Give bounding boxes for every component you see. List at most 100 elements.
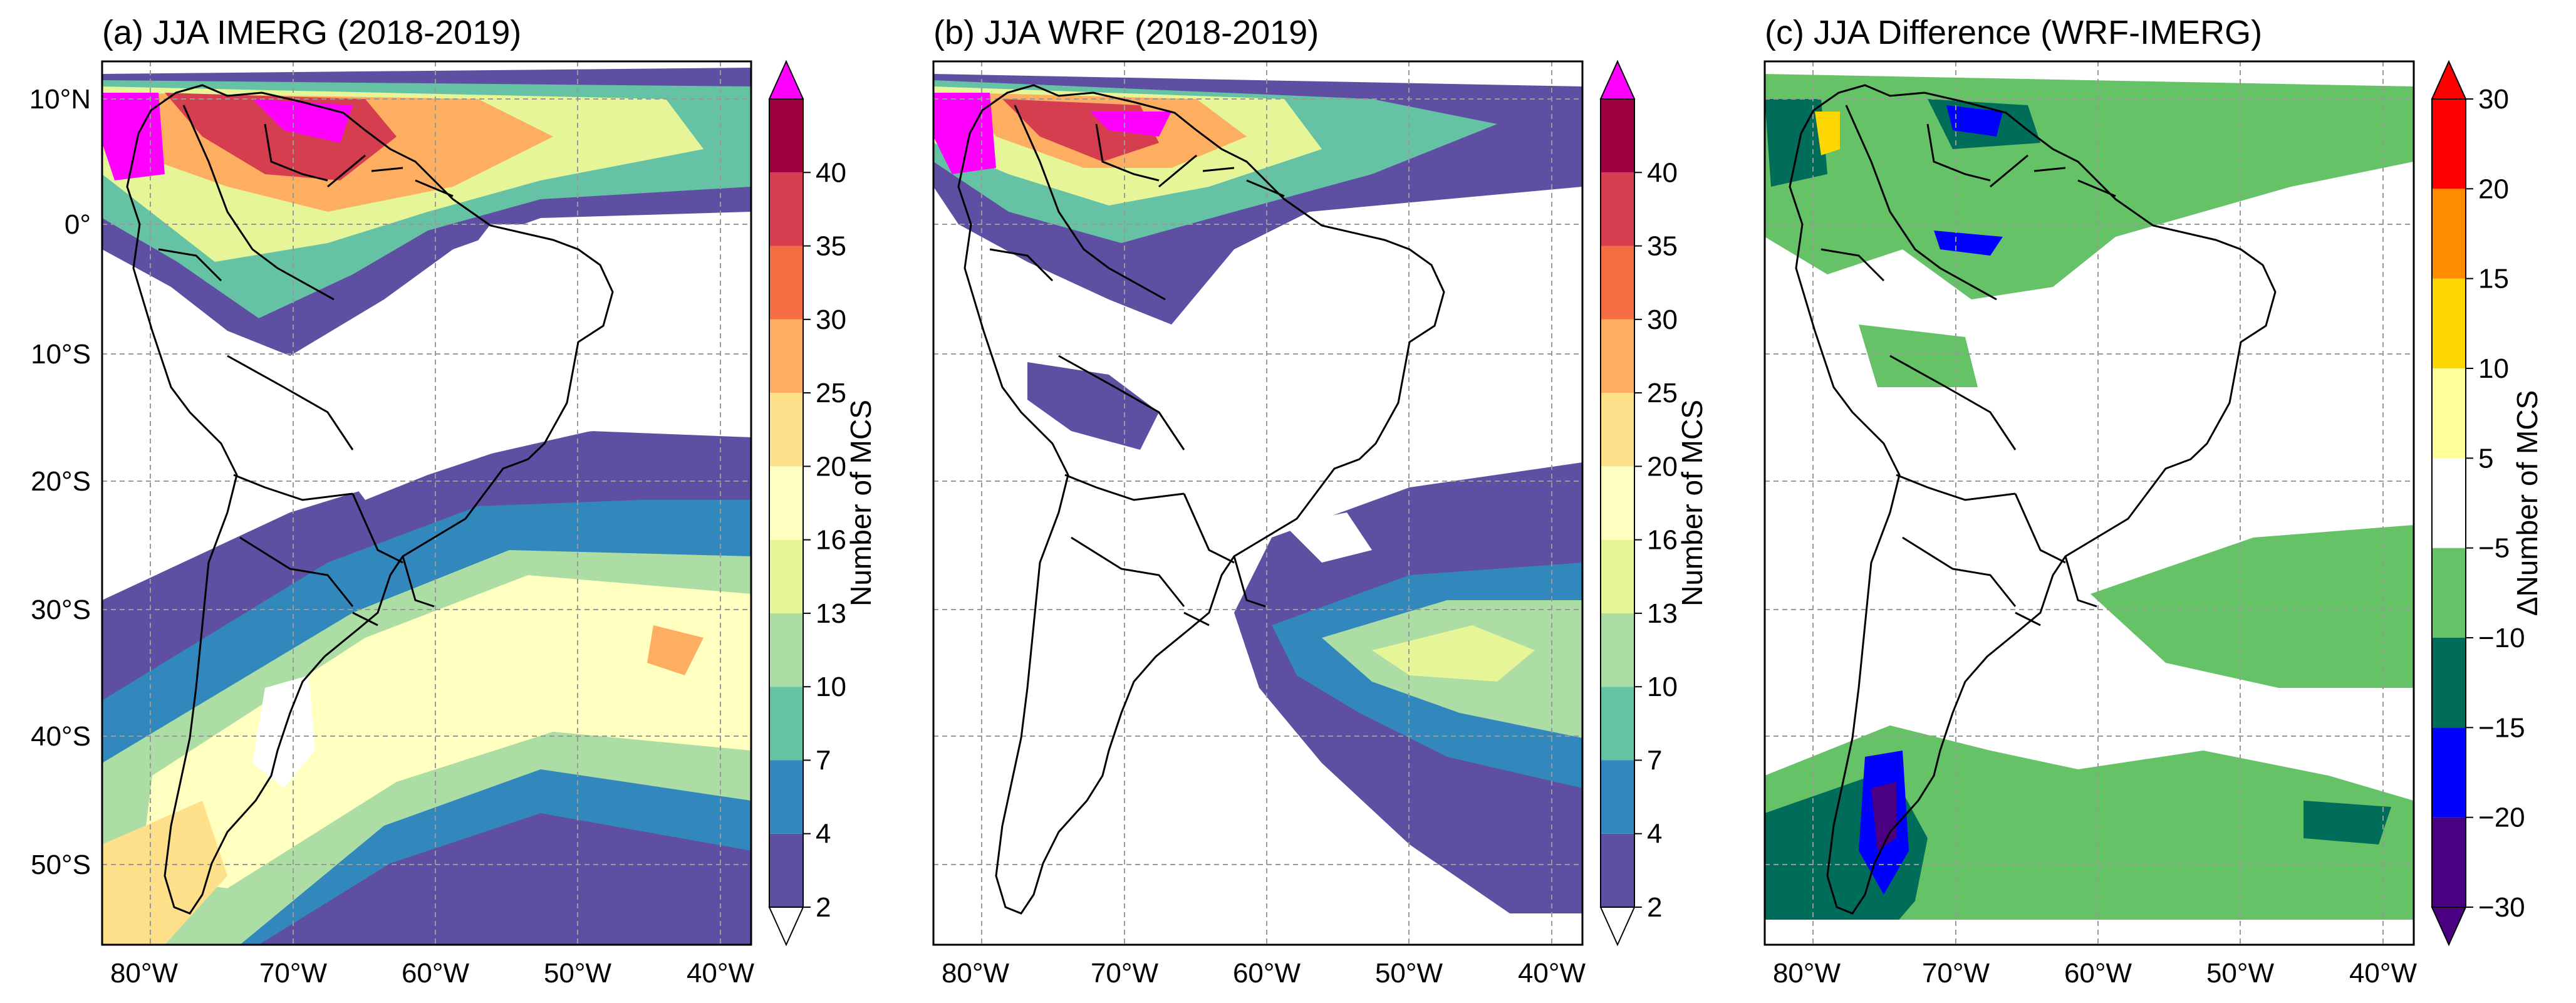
colorbar-tick-label: 13 bbox=[1647, 598, 1678, 629]
colorbar-tick-label: 4 bbox=[816, 819, 831, 850]
colorbar-tick-label: 30 bbox=[1647, 304, 1678, 335]
lat-tick-label: 40°S bbox=[31, 721, 91, 752]
colorbar-label: Number of MCS bbox=[1676, 400, 1708, 606]
colorbar-segment bbox=[2432, 278, 2466, 368]
colorbar-tick-label: 13 bbox=[816, 598, 846, 629]
lon-tick-label: 70°W bbox=[1922, 958, 1990, 989]
colorbar-tick-label: 35 bbox=[1647, 231, 1678, 262]
panel-a-title: (a) JJA IMERG (2018-2019) bbox=[102, 14, 521, 51]
colorbar-segment bbox=[1601, 172, 1634, 246]
colorbar-segment bbox=[1601, 393, 1634, 467]
colorbar-tick-label: 20 bbox=[2478, 174, 2509, 204]
lon-tick-label: 40°W bbox=[2349, 958, 2418, 989]
lon-tick-label: 40°W bbox=[687, 958, 755, 989]
colorbar-tick-label: 4 bbox=[1647, 819, 1662, 850]
colorbar-extend-low bbox=[2431, 907, 2467, 947]
colorbar-a: 2 4 7 10 13 16 20 25 30 35 40 Number of MCS bbox=[768, 60, 877, 947]
colorbar-tick-label: 2 bbox=[816, 892, 831, 923]
colorbar-tick-label: 16 bbox=[1647, 525, 1678, 556]
colorbar-segment bbox=[769, 246, 803, 320]
colorbar-extend-low bbox=[768, 907, 804, 947]
colorbar-b: 2 4 7 10 13 16 20 25 30 35 40 Number of MCS bbox=[1599, 60, 1708, 947]
colorbar-segment bbox=[2432, 458, 2466, 548]
colorbar-tick-label: 15 bbox=[2478, 264, 2509, 294]
colorbar-segment bbox=[1601, 760, 1634, 834]
panel-a-map bbox=[102, 61, 751, 945]
colorbar-extend-high bbox=[2431, 60, 2467, 100]
lon-tick-label: 50°W bbox=[2206, 958, 2275, 989]
colorbar-segment bbox=[1601, 687, 1634, 761]
colorbar-segment bbox=[2432, 99, 2466, 189]
lon-tick-label: 70°W bbox=[1091, 958, 1159, 989]
colorbar-segment bbox=[2432, 638, 2466, 728]
lat-tick-label: 0° bbox=[65, 209, 91, 240]
lat-tick-label: 10°N bbox=[29, 84, 91, 115]
colorbar-tick-label: 25 bbox=[1647, 378, 1678, 408]
colorbar-tick-label: 16 bbox=[816, 525, 846, 556]
lon-tick-label: 80°W bbox=[110, 958, 179, 989]
colorbar-segment bbox=[769, 760, 803, 834]
colorbar-tick-label: 10 bbox=[816, 672, 846, 702]
colorbar-label: ΔNumber of MCS bbox=[2511, 390, 2543, 616]
lon-tick-label: 60°W bbox=[2064, 958, 2132, 989]
panel-a: (a) JJA IMERG (2018-2019) bbox=[29, 14, 755, 989]
colorbar-tick-label: −20 bbox=[2478, 803, 2525, 833]
colorbar-tick-label: 5 bbox=[2478, 443, 2493, 474]
colorbar-segment bbox=[1601, 833, 1634, 907]
colorbar-frame bbox=[2431, 98, 2466, 908]
colorbar-frame bbox=[1600, 98, 1635, 908]
colorbar-segment bbox=[769, 687, 803, 761]
colorbar-tick-label: 25 bbox=[816, 378, 846, 408]
colorbar-segment bbox=[769, 393, 803, 467]
panel-c-map bbox=[1765, 61, 2414, 945]
colorbar-tick-label: 20 bbox=[816, 451, 846, 482]
lat-tick-label: 30°S bbox=[31, 595, 91, 625]
lon-tick-label: 80°W bbox=[942, 958, 1010, 989]
colorbar-tick-label: −10 bbox=[2478, 623, 2525, 653]
colorbar-tick-label: 7 bbox=[816, 745, 831, 776]
colorbar-tick-label: 10 bbox=[2478, 353, 2509, 384]
colorbar-tick-label: 10 bbox=[1647, 672, 1678, 702]
colorbar-extend-low bbox=[1599, 907, 1636, 947]
colorbar-segment bbox=[1601, 246, 1634, 320]
panel-b-map bbox=[933, 61, 1582, 945]
colorbar-segment bbox=[769, 833, 803, 907]
lon-tick-label: 40°W bbox=[1518, 958, 1586, 989]
panel-b: (b) JJA WRF (2018-2019) bbox=[932, 14, 1586, 989]
panel-b-title: (b) JJA WRF (2018-2019) bbox=[933, 14, 1319, 51]
lat-tick-label: 10°S bbox=[31, 339, 91, 370]
colorbar-tick-label: 30 bbox=[816, 304, 846, 335]
colorbar-segment bbox=[1601, 613, 1634, 687]
colorbar-segment bbox=[2432, 368, 2466, 459]
colorbar-segment bbox=[1601, 539, 1634, 613]
colorbar-segment bbox=[2432, 727, 2466, 818]
colorbar-tick-label: 40 bbox=[1647, 157, 1678, 188]
colorbar-tick-label: 35 bbox=[816, 231, 846, 262]
lon-tick-label: 60°W bbox=[1233, 958, 1301, 989]
colorbar-frame bbox=[769, 98, 804, 908]
lon-tick-label: 50°W bbox=[1375, 958, 1443, 989]
panel-c: (c) JJA Difference (WRF-IMERG) bbox=[1763, 14, 2418, 989]
colorbar-tick-label: −15 bbox=[2478, 712, 2525, 743]
panel-c-title: (c) JJA Difference (WRF-IMERG) bbox=[1765, 14, 2262, 51]
colorbar-segment bbox=[2432, 817, 2466, 907]
lon-tick-label: 60°W bbox=[402, 958, 470, 989]
colorbar-segment bbox=[769, 466, 803, 540]
colorbar-tick-label: −5 bbox=[2478, 533, 2510, 564]
colorbar-segment bbox=[769, 539, 803, 613]
colorbar-tick-label: −30 bbox=[2478, 892, 2525, 923]
colorbar-segment bbox=[2432, 189, 2466, 279]
lon-tick-label: 50°W bbox=[544, 958, 612, 989]
colorbar-segment bbox=[2432, 548, 2466, 638]
colorbar-segment bbox=[1601, 99, 1634, 173]
colorbar-tick-label: 30 bbox=[2478, 84, 2509, 115]
colorbar-segment bbox=[769, 319, 803, 393]
colorbar-c: −30 −20 −15 −10 −5 5 10 15 20 30 ΔNumber of MCS bbox=[2431, 60, 2543, 947]
colorbar-tick-label: 40 bbox=[816, 157, 846, 188]
colorbar-segment bbox=[769, 613, 803, 687]
colorbar-segment bbox=[1601, 466, 1634, 540]
colorbar-label: Number of MCS bbox=[844, 400, 877, 606]
colorbar-segment bbox=[769, 99, 803, 173]
colorbar-segment bbox=[769, 172, 803, 246]
